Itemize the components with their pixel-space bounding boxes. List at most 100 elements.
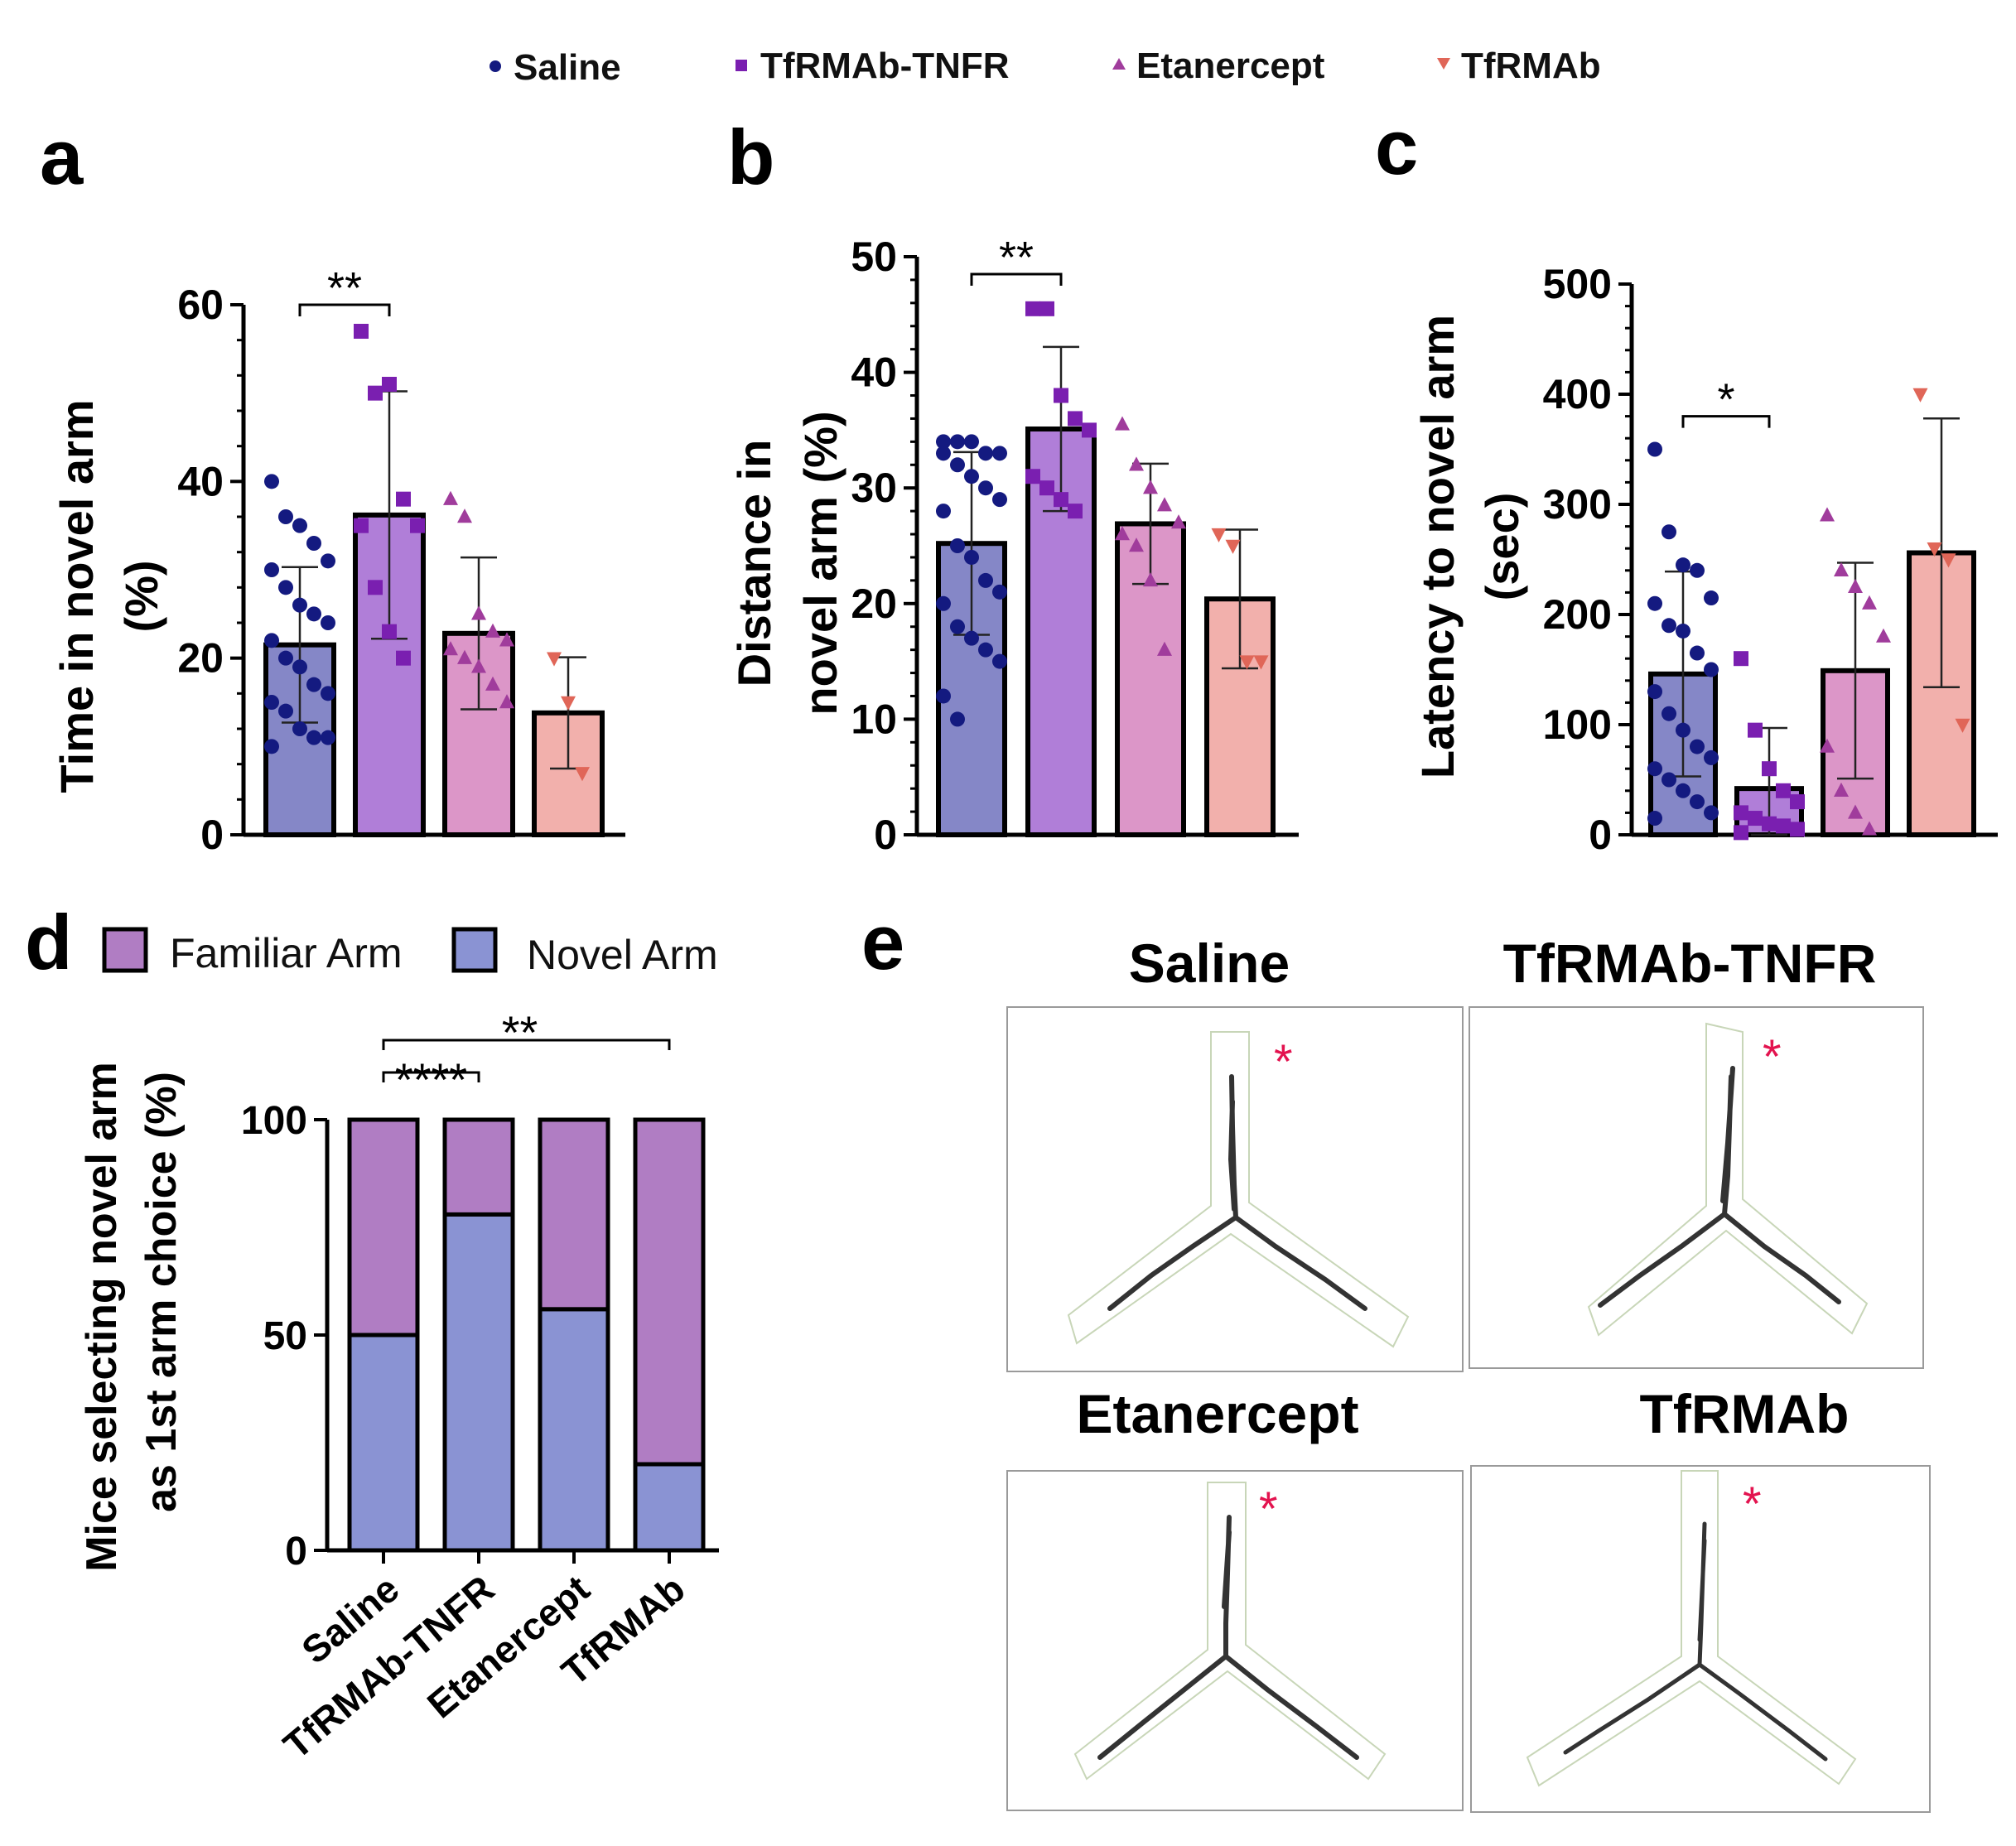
panel-b-point-tfrmab-tnfr xyxy=(1039,301,1054,316)
panel-b-sig-bracket xyxy=(970,272,1063,286)
panel-a-point-tfrmab xyxy=(561,696,576,711)
panel-b-point-saline xyxy=(992,446,1007,461)
legend-label-tfrmab: TfRMAb xyxy=(1461,46,1601,86)
panel-a-point-tfrmab-tnfr xyxy=(354,324,369,339)
panel-b-point-saline xyxy=(950,457,965,473)
track-star-etanercept: * xyxy=(1259,1482,1278,1536)
panel-b-ytick-label: 50 xyxy=(851,234,897,280)
panel-c-point-saline xyxy=(1704,590,1719,606)
panel-c-point-etanercept xyxy=(1820,738,1835,753)
panel-b-point-tfrmab xyxy=(1225,539,1241,554)
panel-b-point-tfrmab-tnfr xyxy=(1054,492,1068,508)
panel-c-ylabel-line2: (sec) xyxy=(1476,493,1528,601)
track-star-tfrmab: * xyxy=(1743,1477,1762,1531)
panel-d-label: d xyxy=(25,899,72,986)
panel-a-point-etanercept xyxy=(471,605,486,620)
legend-label-familiar-arm: Familiar Arm xyxy=(170,930,403,976)
top-legend: Saline TfRMAb-TNFR Etanercept TfRMAb xyxy=(490,46,1601,88)
panel-c-ytick-label: 500 xyxy=(1543,261,1612,307)
panel-b-point-tfrmab-tnfr xyxy=(1025,469,1040,484)
panel-c-point-tfrmab-tnfr xyxy=(1734,825,1748,841)
panel-a-point-tfrmab-tnfr xyxy=(368,385,383,401)
panel-c-ytick-label: 100 xyxy=(1543,701,1612,748)
panel-c-point-saline xyxy=(1647,761,1662,777)
bar-familiar-arm-etanercept xyxy=(538,1117,610,1312)
legend-label-tfrmab-tnfr: TfRMAb-TNFR xyxy=(760,46,1010,86)
panel-b-point-tfrmab-tnfr xyxy=(1068,504,1083,519)
trajectory-tfrmab xyxy=(1563,1521,1828,1762)
panel-d-first-arm-choice: d Familiar Arm Novel Arm Mice selecting … xyxy=(25,899,719,1767)
panel-b-point-saline xyxy=(950,434,965,450)
track-frame-tfrmab-tnfr xyxy=(1469,1006,1924,1369)
panel-b-point-tfrmab xyxy=(1211,528,1227,542)
panel-b-point-saline xyxy=(978,642,993,658)
panel-b-point-saline xyxy=(992,492,1007,508)
panel-b-point-saline xyxy=(992,584,1007,600)
panel-a-point-tfrmab-tnfr xyxy=(396,491,411,507)
panel-b-ytick-label: 0 xyxy=(874,812,897,858)
panel-c-sig-stars: * xyxy=(1717,375,1734,425)
panel-b-point-tfrmab xyxy=(1253,655,1269,670)
panel-c-point-etanercept xyxy=(1862,595,1877,610)
panel-c-plot-area: 0 100 200 300 400 500 * xyxy=(1543,261,1998,858)
panel-a-point-saline xyxy=(306,606,321,622)
panel-c-point-tfrmab-tnfr xyxy=(1776,818,1791,834)
track-star-saline: * xyxy=(1274,1035,1293,1089)
y-maze-track-tfrmab-tnfr xyxy=(1587,1022,1869,1337)
panel-a-point-tfrmab-tnfr xyxy=(382,624,397,639)
maze-outline-tfrmab-tnfr xyxy=(1587,1022,1869,1337)
panel-c-point-saline xyxy=(1704,805,1719,821)
panel-b-point-saline xyxy=(936,688,951,704)
panel-c-point-saline xyxy=(1676,557,1690,573)
panel-c-sig-bracket xyxy=(1681,415,1771,428)
panel-a-point-saline xyxy=(264,562,279,577)
panel-b-sig-stars: ** xyxy=(999,233,1034,282)
legend-swatch-familiar-arm xyxy=(102,927,148,973)
maze-outline-tfrmab xyxy=(1526,1470,1857,1787)
panel-a-ylabel-line1: Time in novel arm xyxy=(51,399,103,793)
panel-a-point-tfrmab-tnfr xyxy=(382,377,397,392)
panel-b-point-etanercept xyxy=(1171,514,1186,529)
panel-c-point-saline xyxy=(1676,783,1690,798)
track-star-tfrmab-tnfr: * xyxy=(1763,1030,1782,1084)
panel-c-point-saline xyxy=(1647,811,1662,827)
panel-c-point-etanercept xyxy=(1820,507,1835,522)
panel-c-point-saline xyxy=(1690,739,1705,754)
panel-d-sig-stars: ** xyxy=(502,1006,538,1058)
trajectory-saline xyxy=(1107,1074,1367,1311)
panel-c-point-etanercept xyxy=(1848,578,1863,593)
panel-c-point-saline xyxy=(1676,722,1690,738)
legend-marker-tfrmab-tnfr xyxy=(736,60,747,71)
panel-b-point-etanercept xyxy=(1115,416,1130,431)
panel-c-point-tfrmab-tnfr xyxy=(1790,822,1805,837)
panel-b-point-etanercept xyxy=(1157,497,1172,512)
panel-b-point-tfrmab-tnfr xyxy=(1039,480,1054,496)
panel-a-point-saline xyxy=(278,580,293,595)
panel-b-point-saline xyxy=(964,434,979,450)
panel-a-point-etanercept xyxy=(457,649,472,664)
panel-d-ytick-label: 50 xyxy=(263,1314,307,1358)
panel-c-point-tfrmab xyxy=(1941,553,1956,568)
panel-a-point-saline xyxy=(278,650,293,666)
panel-c-point-saline xyxy=(1662,618,1676,634)
panel-a-point-etanercept xyxy=(443,490,458,505)
bar-novel-arm-tfrmab-tnfr xyxy=(442,1212,515,1553)
panel-c-point-etanercept xyxy=(1876,628,1891,643)
panel-c-ytick-label: 0 xyxy=(1589,812,1612,858)
legend-marker-etanercept xyxy=(1112,58,1126,70)
panel-d-sig-bracket xyxy=(382,1039,671,1050)
panel-b-point-saline xyxy=(950,711,965,727)
panel-c-point-tfrmab-tnfr xyxy=(1762,816,1777,831)
panel-a-point-tfrmab xyxy=(547,652,562,667)
panel-b-label: b xyxy=(727,113,774,200)
panel-b-point-tfrmab-tnfr xyxy=(1082,422,1097,438)
panel-b-point-saline xyxy=(978,572,993,588)
panel-a-point-saline xyxy=(264,633,279,648)
panel-c-point-saline xyxy=(1662,706,1676,721)
panel-c-point-etanercept xyxy=(1834,782,1849,797)
panel-c-point-tfrmab-tnfr xyxy=(1748,722,1763,738)
y-maze-track-tfrmab xyxy=(1526,1470,1857,1787)
panel-c-label: c xyxy=(1375,104,1418,190)
panel-c-point-saline xyxy=(1647,441,1662,457)
